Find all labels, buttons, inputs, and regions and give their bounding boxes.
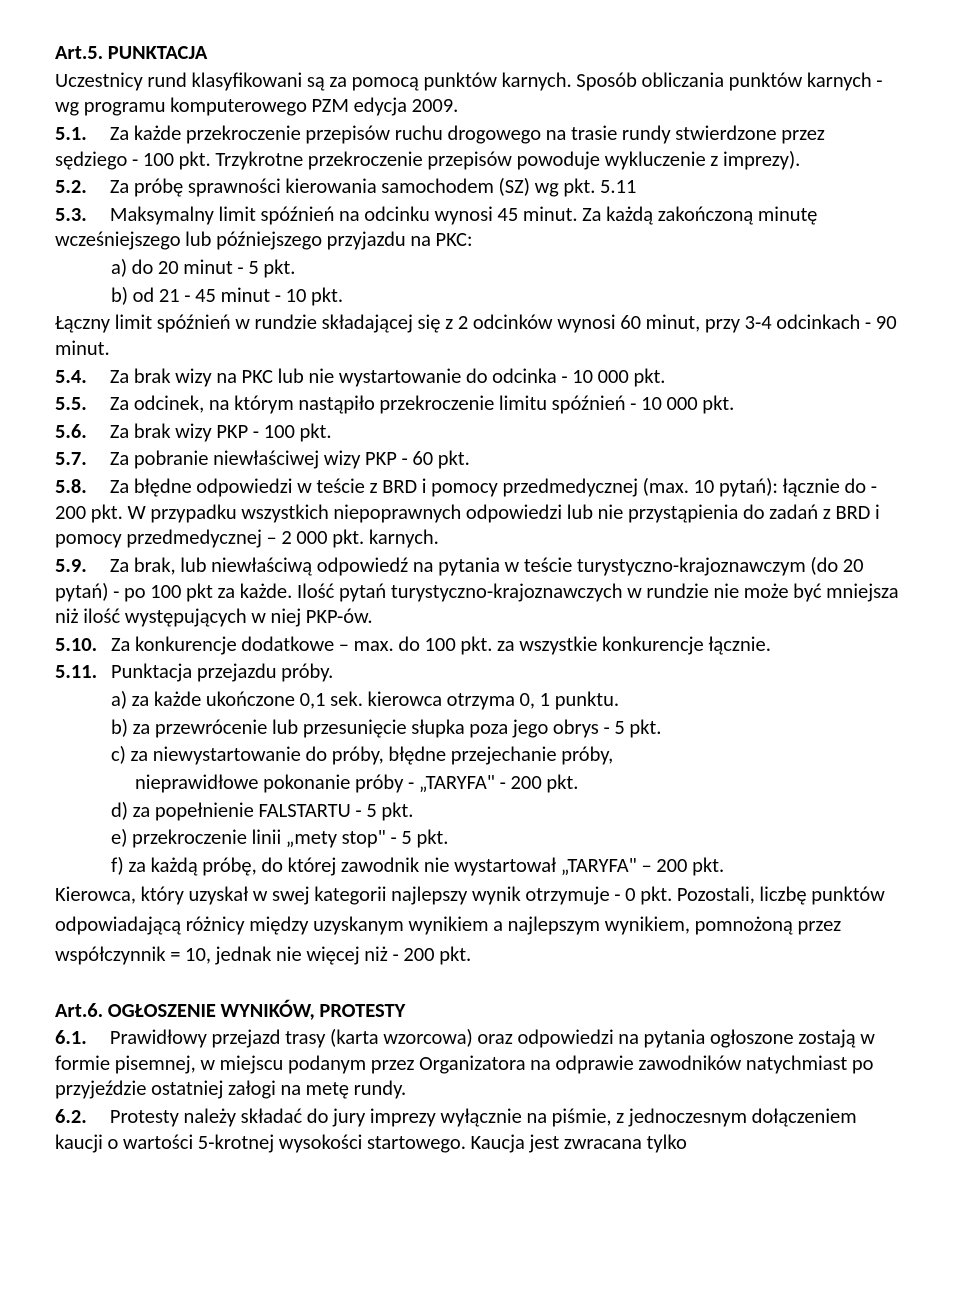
item-text: Za brak wizy PKP - 100 pkt. — [110, 418, 332, 444]
item-number: 5.11. — [55, 658, 97, 684]
item-5-10: 5.10. Za konkurencje dodatkowe – max. do… — [55, 632, 900, 658]
item-number: 5.1. — [55, 120, 87, 146]
item-number: 5.8. — [55, 473, 87, 499]
item-number: 6.1. — [55, 1024, 87, 1050]
item-text: Za każde przekroczenie przepisów ruchu d… — [55, 120, 825, 172]
item-number: 5.10. — [55, 631, 97, 657]
item-5-6: 5.6. Za brak wizy PKP - 100 pkt. — [55, 419, 900, 445]
item-5-11-a: a) za każde ukończone 0,1 sek. kierowca … — [55, 687, 900, 713]
item-5-11: 5.11. Punktacja przejazdu próby. — [55, 659, 900, 685]
item-5-5: 5.5. Za odcinek, na którym nastąpiło prz… — [55, 391, 900, 417]
item-5-4: 5.4. Za brak wizy na PKC lub nie wystart… — [55, 364, 900, 390]
item-5-11-f: f) za każdą próbę, do której zawodnik ni… — [55, 853, 900, 879]
item-number: 5.2. — [55, 173, 87, 199]
item-number: 5.3. — [55, 201, 87, 227]
art6-heading: Art.6. OGŁOSZENIE WYNIKÓW, PROTESTY — [55, 998, 900, 1024]
item-text: Maksymalny limit spóźnień na odcinku wyn… — [55, 201, 817, 253]
item-number: 6.2. — [55, 1103, 87, 1129]
item-5-11-d: d) za popełnienie FALSTARTU - 5 pkt. — [55, 798, 900, 824]
item-5-8: 5.8. Za błędne odpowiedzi w teście z BRD… — [55, 474, 900, 551]
item-text: Za błędne odpowiedzi w teście z BRD i po… — [55, 473, 880, 550]
art5-intro: Uczestnicy rund klasyfikowani są za pomo… — [55, 68, 900, 119]
item-5-3-tail: Łączny limit spóźnień w rundzie składają… — [55, 310, 900, 361]
item-number: 5.7. — [55, 445, 87, 471]
item-number: 5.4. — [55, 363, 87, 389]
item-text: Za pobranie niewłaściwej wizy PKP - 60 p… — [110, 445, 470, 471]
art5-heading: Art.5. PUNKTACJA — [55, 40, 900, 66]
item-number: 5.9. — [55, 552, 87, 578]
item-text: Za próbę sprawności kierowania samochode… — [110, 173, 636, 199]
item-5-3-a: a) do 20 minut - 5 pkt. — [55, 255, 900, 281]
item-6-2: 6.2. Protesty należy składać do jury imp… — [55, 1104, 900, 1155]
item-5-1: 5.1. Za każde przekroczenie przepisów ru… — [55, 121, 900, 172]
item-text: Protesty należy składać do jury imprezy … — [55, 1103, 857, 1155]
item-text: Punktacja przejazdu próby. — [111, 658, 333, 684]
item-text: Za konkurencje dodatkowe – max. do 100 p… — [111, 631, 771, 657]
item-5-11-b: b) za przewrócenie lub przesunięcie słup… — [55, 715, 900, 741]
item-5-11-c: c) za niewystartowanie do próby, błędne … — [55, 742, 900, 768]
item-5-9: 5.9. Za brak, lub niewłaściwą odpowiedź … — [55, 553, 900, 630]
item-6-1: 6.1. Prawidłowy przejazd trasy (karta wz… — [55, 1025, 900, 1102]
item-text: Prawidłowy przejazd trasy (karta wzorcow… — [55, 1024, 875, 1101]
art5-tail: Kierowca, który uzyskał w swej kategorii… — [55, 880, 900, 969]
item-text: Za brak, lub niewłaściwą odpowiedź na py… — [55, 552, 899, 629]
item-5-7: 5.7. Za pobranie niewłaściwej wizy PKP -… — [55, 446, 900, 472]
item-5-11-c-line2: nieprawidłowe pokonanie próby - „TARYFA"… — [55, 770, 900, 796]
document-page: Art.5. PUNKTACJA Uczestnicy rund klasyfi… — [0, 0, 960, 1197]
item-text: Za brak wizy na PKC lub nie wystartowani… — [110, 363, 666, 389]
item-5-11-e: e) przekroczenie linii „mety stop" - 5 p… — [55, 825, 900, 851]
item-5-3: 5.3. Maksymalny limit spóźnień na odcink… — [55, 202, 900, 253]
item-5-2: 5.2. Za próbę sprawności kierowania samo… — [55, 174, 900, 200]
item-text: Za odcinek, na którym nastąpiło przekroc… — [110, 390, 734, 416]
item-5-3-b: b) od 21 - 45 minut - 10 pkt. — [55, 283, 900, 309]
item-number: 5.5. — [55, 390, 87, 416]
item-number: 5.6. — [55, 418, 87, 444]
